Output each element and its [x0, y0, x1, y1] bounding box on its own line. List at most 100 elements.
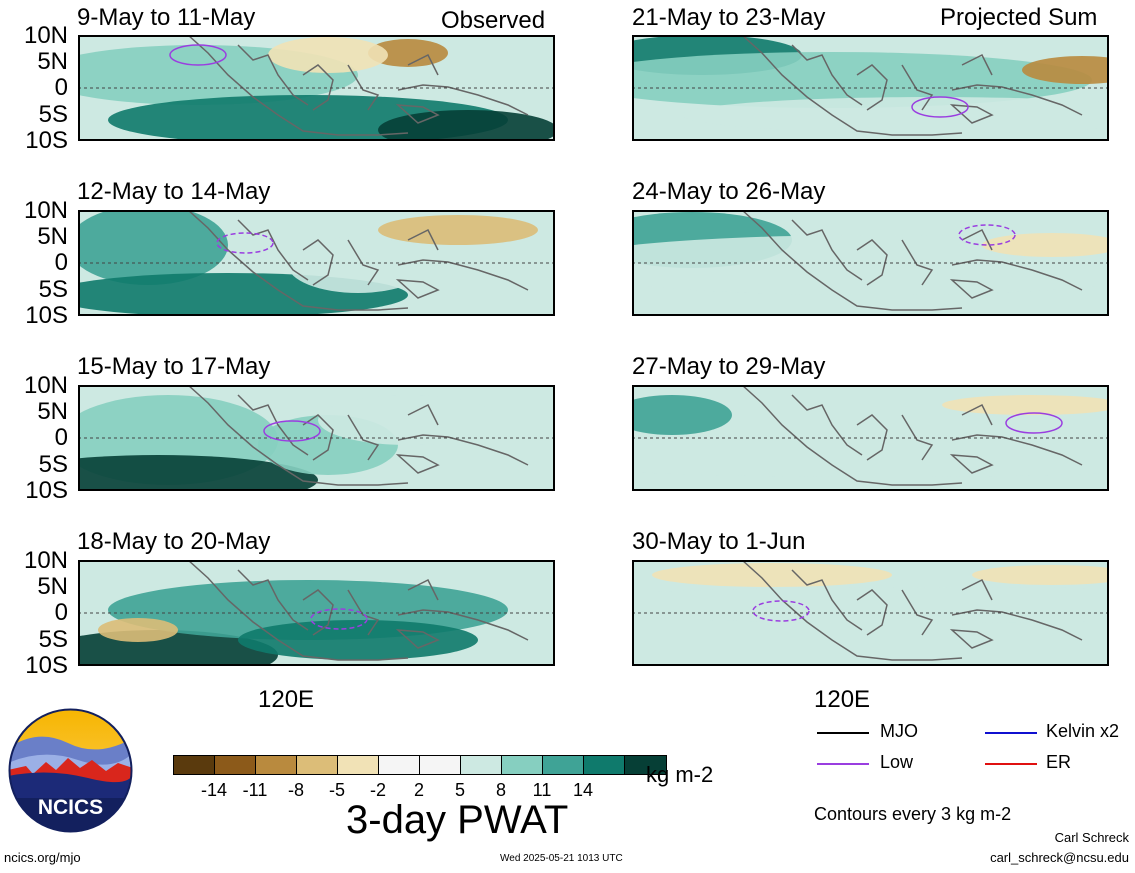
lat-label-4-2: 0: [54, 599, 68, 626]
map-field: [632, 560, 1109, 666]
legend-mjo-label: MJO: [880, 721, 918, 741]
low-contour: [263, 420, 321, 442]
colorbar-swatch-4: [338, 756, 379, 774]
anomaly-shading: [972, 565, 1109, 585]
map-field: [78, 35, 555, 141]
colorbar-swatch-8: [502, 756, 543, 774]
anomaly-shading: [652, 563, 892, 587]
lat-label-2-0: 10N: [23, 197, 68, 224]
legend-low-label: Low: [880, 752, 914, 772]
colorbar-swatch-0: [174, 756, 215, 774]
anomaly-shading: [78, 210, 228, 285]
panel-title-8: 30-May to 1-Jun: [632, 528, 806, 555]
anomaly-shading: [78, 455, 318, 491]
lat-label-2-1: 5N: [37, 223, 68, 250]
anomaly-shading: [682, 97, 1109, 133]
colorbar-units: kg m-2: [646, 762, 714, 787]
low-contour: [958, 224, 1016, 246]
anomaly-shading: [378, 110, 555, 141]
lat-label-3-0: 10N: [23, 372, 68, 399]
map-panel-observed-3: [78, 385, 555, 491]
low-contour: [911, 96, 969, 118]
colorbar-tick-4: -2: [369, 780, 386, 800]
map-field: [632, 385, 1109, 491]
lat-label-2-3: 5S: [38, 276, 68, 303]
map-field: [632, 210, 1109, 316]
panel-title-1: 9-May to 11-May: [77, 4, 256, 31]
lat-label-2-4: 10S: [25, 302, 68, 329]
anomaly-shading: [98, 618, 178, 642]
map-panel-observed-4: [78, 560, 555, 666]
observed-header: Observed: [441, 7, 546, 34]
low-contour: [1005, 412, 1063, 434]
low-contour: [310, 608, 368, 630]
map-field: [78, 385, 555, 491]
colorbar-tick-5: 2: [413, 780, 424, 800]
lat-label-1-3: 5S: [38, 101, 68, 128]
lat-label-1-1: 5N: [37, 48, 68, 75]
footer-author: Carl Schreck: [1054, 830, 1129, 845]
low-contour: [169, 44, 227, 66]
coastline: [187, 560, 529, 661]
lon-label-left: 120E: [258, 686, 315, 713]
lat-label-1-2: 0: [54, 74, 68, 101]
lat-label-3-4: 10S: [25, 477, 68, 504]
anomaly-shading: [632, 395, 732, 435]
coastline: [741, 210, 1083, 311]
coastline: [741, 35, 1083, 136]
low-contour: [216, 232, 274, 254]
map-field: [78, 560, 555, 666]
colorbar-swatch-11: [625, 756, 666, 774]
legend-mjo-line: [817, 732, 869, 734]
projected-header: Projected Sum: [940, 4, 1098, 31]
anomaly-shading: [1022, 56, 1109, 84]
panel-title-6: 24-May to 26-May: [632, 178, 826, 205]
lat-label-3-1: 5N: [37, 398, 68, 425]
colorbar-swatch-5: [379, 756, 420, 774]
colorbar-tick-3: -5: [328, 780, 345, 800]
legend-low-line: [817, 763, 869, 765]
anomaly-shading: [238, 620, 478, 660]
panel-title-5: 21-May to 23-May: [632, 4, 826, 31]
anomaly-shading: [378, 215, 538, 245]
map-panel-observed-1: [78, 35, 555, 141]
legend-kelvin-label: Kelvin x2: [1046, 721, 1120, 741]
lat-label-1-0: 10N: [23, 22, 68, 49]
lat-label-4-0: 10N: [23, 547, 68, 574]
coastline: [187, 385, 529, 486]
lon-label-right: 120E: [814, 686, 871, 713]
colorbar-tick-9: 14: [572, 780, 594, 800]
colorbar-tick-0: -14: [200, 780, 227, 800]
footer-url[interactable]: ncics.org/mjo: [4, 850, 81, 865]
contours-note: Contours every 3 kg m-2: [814, 804, 1012, 824]
colorbar-swatch-9: [543, 756, 584, 774]
colorbar-title: 3-day PWAT: [346, 798, 569, 842]
coastline: [741, 560, 1083, 661]
panel-title-3: 15-May to 17-May: [77, 353, 271, 380]
anomaly-shading: [632, 52, 1092, 108]
footer-email[interactable]: carl_schreck@ncsu.edu: [990, 850, 1129, 865]
colorbar: [173, 755, 667, 775]
map-panel-projected-4: [632, 560, 1109, 666]
map-field: [78, 210, 555, 316]
ncics-logo-text: NCICS: [38, 796, 103, 819]
lat-label-4-4: 10S: [25, 652, 68, 679]
panel-title-4: 18-May to 20-May: [77, 528, 271, 555]
map-panel-observed-2: [78, 210, 555, 316]
anomaly-shading: [632, 433, 1109, 477]
colorbar-tick-6: 5: [454, 780, 465, 800]
legend-er-line: [985, 763, 1037, 765]
colorbar-tick-2: -8: [287, 780, 304, 800]
colorbar-swatch-7: [461, 756, 502, 774]
map-field: [632, 35, 1109, 141]
colorbar-swatch-6: [420, 756, 461, 774]
coastline: [741, 385, 1083, 486]
coastline: [187, 35, 529, 136]
map-panel-projected-3: [632, 385, 1109, 491]
anomaly-shading: [632, 587, 1109, 623]
footer-timestamp: Wed 2025-05-21 1013 UTC: [500, 853, 623, 864]
lat-label-3-3: 5S: [38, 451, 68, 478]
colorbar-swatch-2: [256, 756, 297, 774]
lat-label-4-1: 5N: [37, 573, 68, 600]
panel-title-2: 12-May to 14-May: [77, 178, 271, 205]
